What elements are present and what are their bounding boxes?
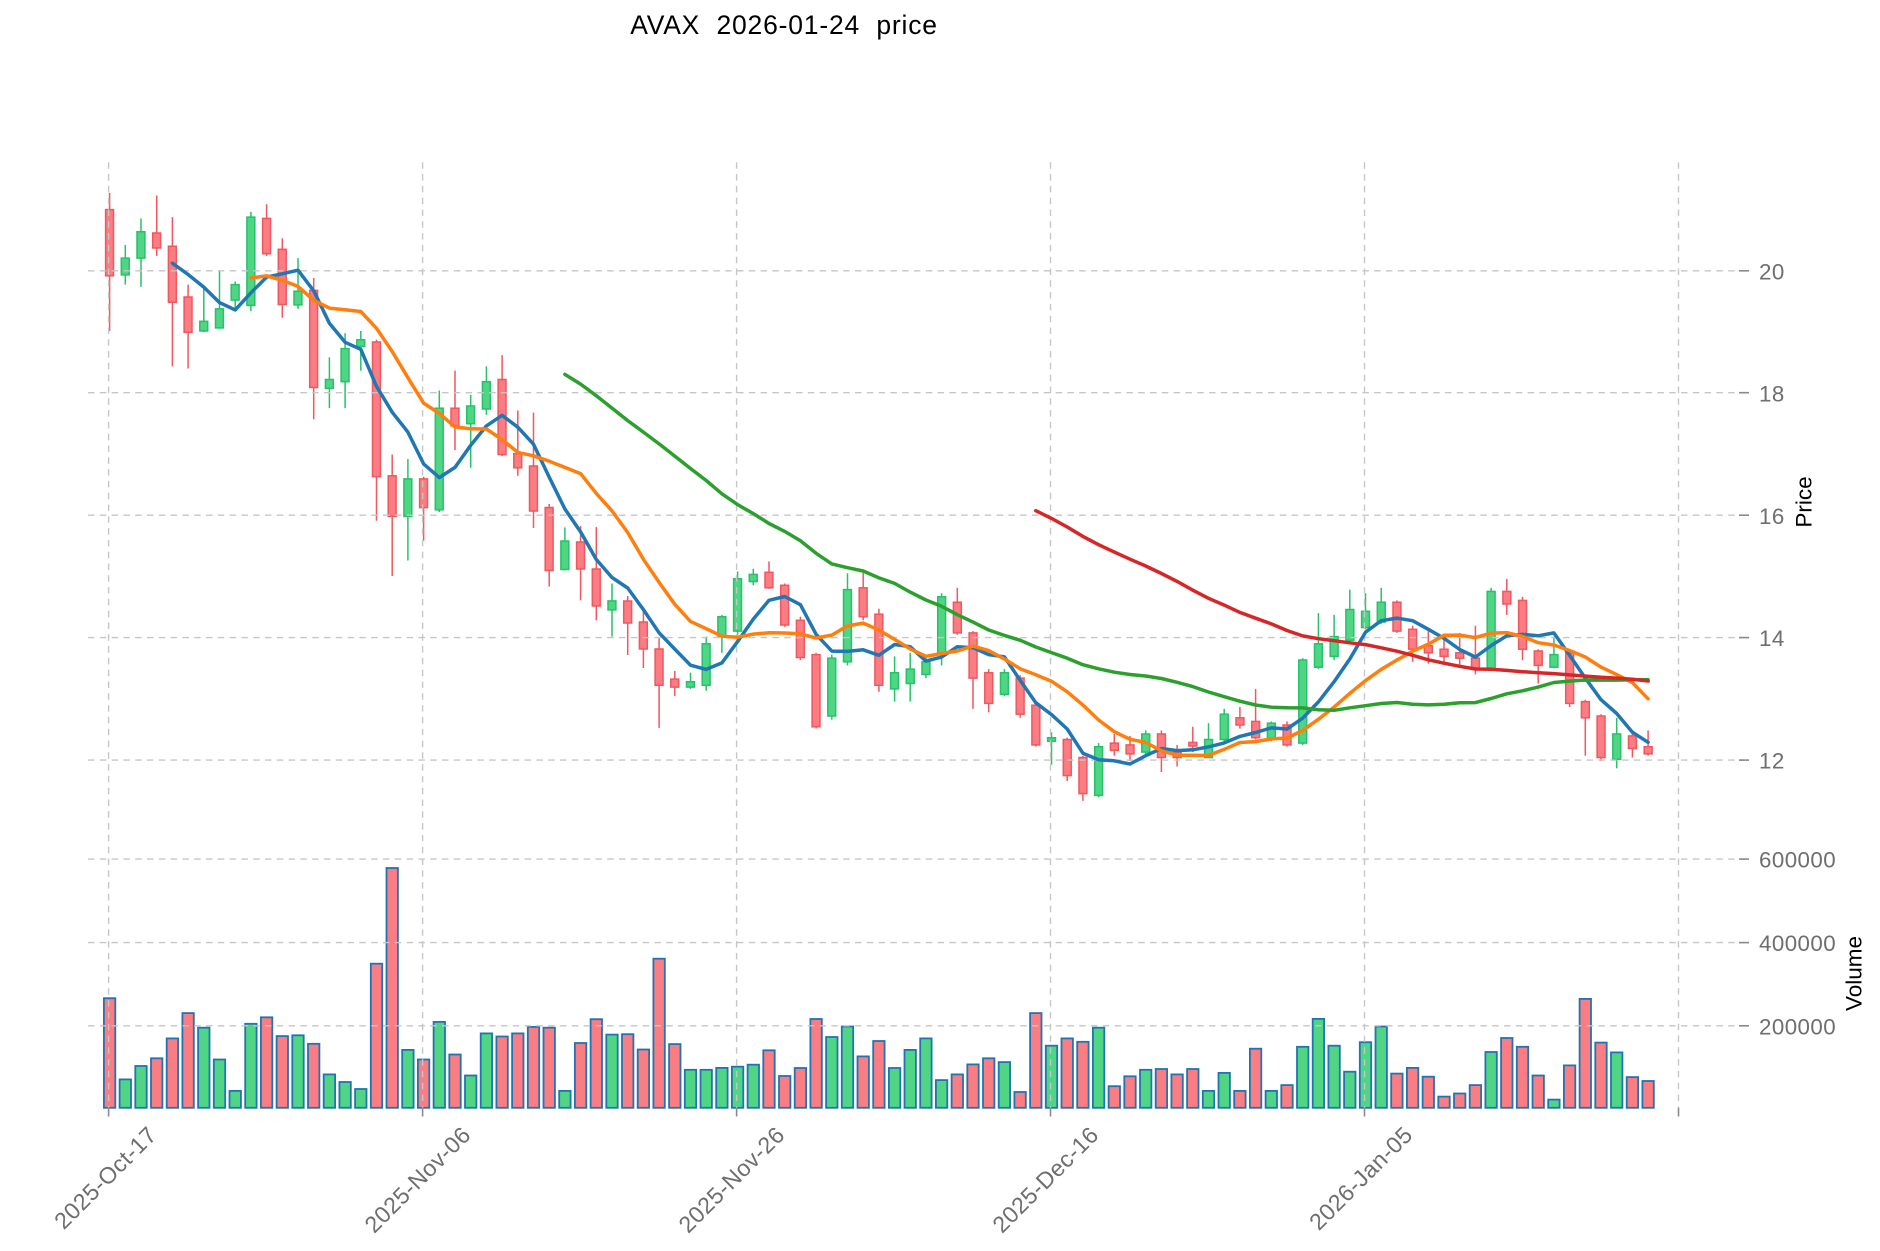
svg-text:16: 16 xyxy=(1759,504,1785,529)
svg-text:AVAX 2026-01-24 price: AVAX 2026-01-24 price xyxy=(630,10,938,40)
svg-text:12: 12 xyxy=(1759,749,1785,774)
svg-text:Price: Price xyxy=(1791,476,1816,527)
svg-text:14: 14 xyxy=(1759,626,1785,651)
svg-text:20: 20 xyxy=(1759,259,1785,284)
svg-text:400000: 400000 xyxy=(1759,931,1836,956)
svg-text:600000: 600000 xyxy=(1759,848,1836,873)
svg-text:18: 18 xyxy=(1759,381,1785,406)
svg-text:200000: 200000 xyxy=(1759,1014,1836,1039)
svg-text:Volume: Volume xyxy=(1841,936,1866,1011)
